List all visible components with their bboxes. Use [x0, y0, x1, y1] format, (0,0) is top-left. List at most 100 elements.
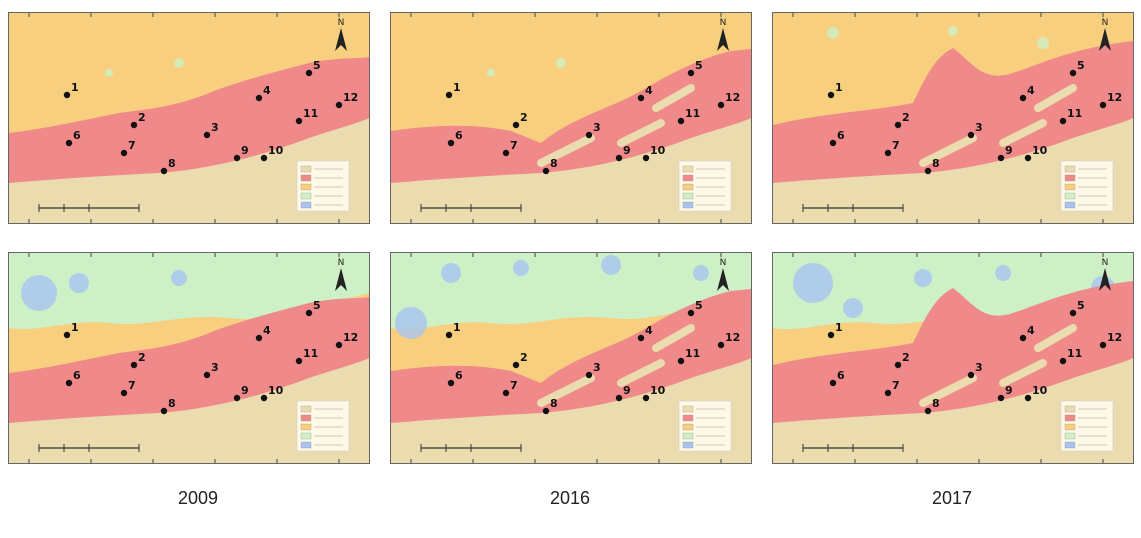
station-marker — [160, 167, 168, 175]
station-marker — [997, 154, 1005, 162]
land — [773, 358, 1133, 463]
jetty — [537, 374, 595, 407]
station-label: 3 — [211, 361, 219, 374]
station-label: 10 — [1032, 144, 1048, 157]
station-label: 4 — [645, 84, 653, 97]
legend-swatch — [1064, 441, 1076, 449]
station-marker — [260, 394, 268, 402]
north-arrow-icon: N — [1099, 258, 1111, 291]
station-marker — [717, 341, 725, 349]
station-label: 5 — [313, 299, 321, 312]
station-marker — [445, 331, 453, 339]
legend-swatch — [300, 201, 312, 209]
legend-swatch — [1064, 183, 1076, 191]
station-marker — [884, 149, 892, 157]
water-zone-green — [556, 58, 566, 68]
legend-swatch — [682, 201, 694, 209]
station-marker — [203, 371, 211, 379]
water-zone-green — [174, 58, 184, 68]
north-arrow-icon: N — [717, 258, 729, 291]
station-label: 3 — [975, 121, 983, 134]
station-marker — [335, 101, 343, 109]
station-marker — [585, 371, 593, 379]
water-zone-green — [487, 69, 495, 77]
station-marker — [677, 357, 685, 365]
station-marker — [120, 389, 128, 397]
station-marker — [502, 389, 510, 397]
station-marker — [997, 394, 1005, 402]
station-label: 1 — [835, 81, 843, 94]
legend-swatch — [300, 183, 312, 191]
legend-swatch — [682, 423, 694, 431]
station-label: 9 — [241, 144, 249, 157]
station-marker — [65, 379, 73, 387]
station-label: 11 — [685, 347, 700, 360]
station-marker — [829, 379, 837, 387]
station-marker — [677, 117, 685, 125]
station-marker — [512, 121, 520, 129]
water-zone-blue — [914, 269, 932, 287]
station-label: 1 — [71, 321, 79, 334]
legend-swatch — [1064, 405, 1076, 413]
station-marker — [233, 394, 241, 402]
station-marker — [305, 69, 313, 77]
jetty — [919, 134, 977, 167]
station-marker — [1024, 154, 1032, 162]
station-label: 6 — [455, 129, 463, 142]
legend-swatch — [682, 192, 694, 200]
station-label: 7 — [510, 139, 518, 152]
station-marker — [63, 91, 71, 99]
station-marker — [63, 331, 71, 339]
map-legend — [1060, 160, 1114, 212]
legend-swatch — [1064, 192, 1076, 200]
station-label: 8 — [932, 157, 940, 170]
map-legend — [296, 160, 350, 212]
station-marker — [884, 389, 892, 397]
station-label: 10 — [650, 384, 666, 397]
station-marker — [502, 149, 510, 157]
map-panel-bottom-2017: N 1 2 3 4 5 6 7 8 9 10 11 12 — [772, 252, 1134, 464]
station-label: 12 — [1107, 331, 1122, 344]
legend-swatch — [682, 441, 694, 449]
map-legend — [678, 400, 732, 452]
station-marker — [203, 131, 211, 139]
station-marker — [233, 154, 241, 162]
station-marker — [335, 341, 343, 349]
station-marker — [65, 139, 73, 147]
station-label: 2 — [138, 111, 146, 124]
station-label: 10 — [1032, 384, 1048, 397]
legend-swatch — [682, 183, 694, 191]
legend-swatch — [300, 432, 312, 440]
year-label-2017: 2017 — [931, 488, 973, 508]
jetty — [652, 84, 695, 112]
station-marker — [1099, 101, 1107, 109]
map-panel-top-2016: N 1 2 3 4 5 6 7 8 9 10 11 12 — [390, 12, 752, 224]
station-marker — [447, 379, 455, 387]
station-marker — [1099, 341, 1107, 349]
jetty — [999, 359, 1047, 387]
station-marker — [447, 139, 455, 147]
north-arrow-label: N — [338, 258, 345, 268]
legend-swatch — [682, 432, 694, 440]
station-label: 8 — [168, 157, 176, 170]
station-label: 9 — [623, 144, 631, 157]
north-arrow-label: N — [720, 258, 727, 268]
legend-swatch — [300, 423, 312, 431]
map-legend — [1060, 400, 1114, 452]
station-label: 6 — [837, 129, 845, 142]
scale-bar — [38, 444, 140, 452]
north-arrow-icon: N — [335, 18, 347, 51]
station-label: 12 — [1107, 91, 1122, 104]
station-label: 2 — [902, 351, 910, 364]
water-zone-blue — [843, 298, 863, 318]
jetty — [919, 374, 977, 407]
station-marker — [637, 94, 645, 102]
station-label: 11 — [303, 107, 318, 120]
map-panel-top-2017: N 1 2 3 4 5 6 7 8 9 10 11 12 — [772, 12, 1134, 224]
station-label: 12 — [725, 91, 740, 104]
north-arrow-label: N — [1102, 258, 1109, 268]
station-marker — [1019, 334, 1027, 342]
water-zone-blue — [513, 260, 529, 276]
legend-swatch — [682, 174, 694, 182]
